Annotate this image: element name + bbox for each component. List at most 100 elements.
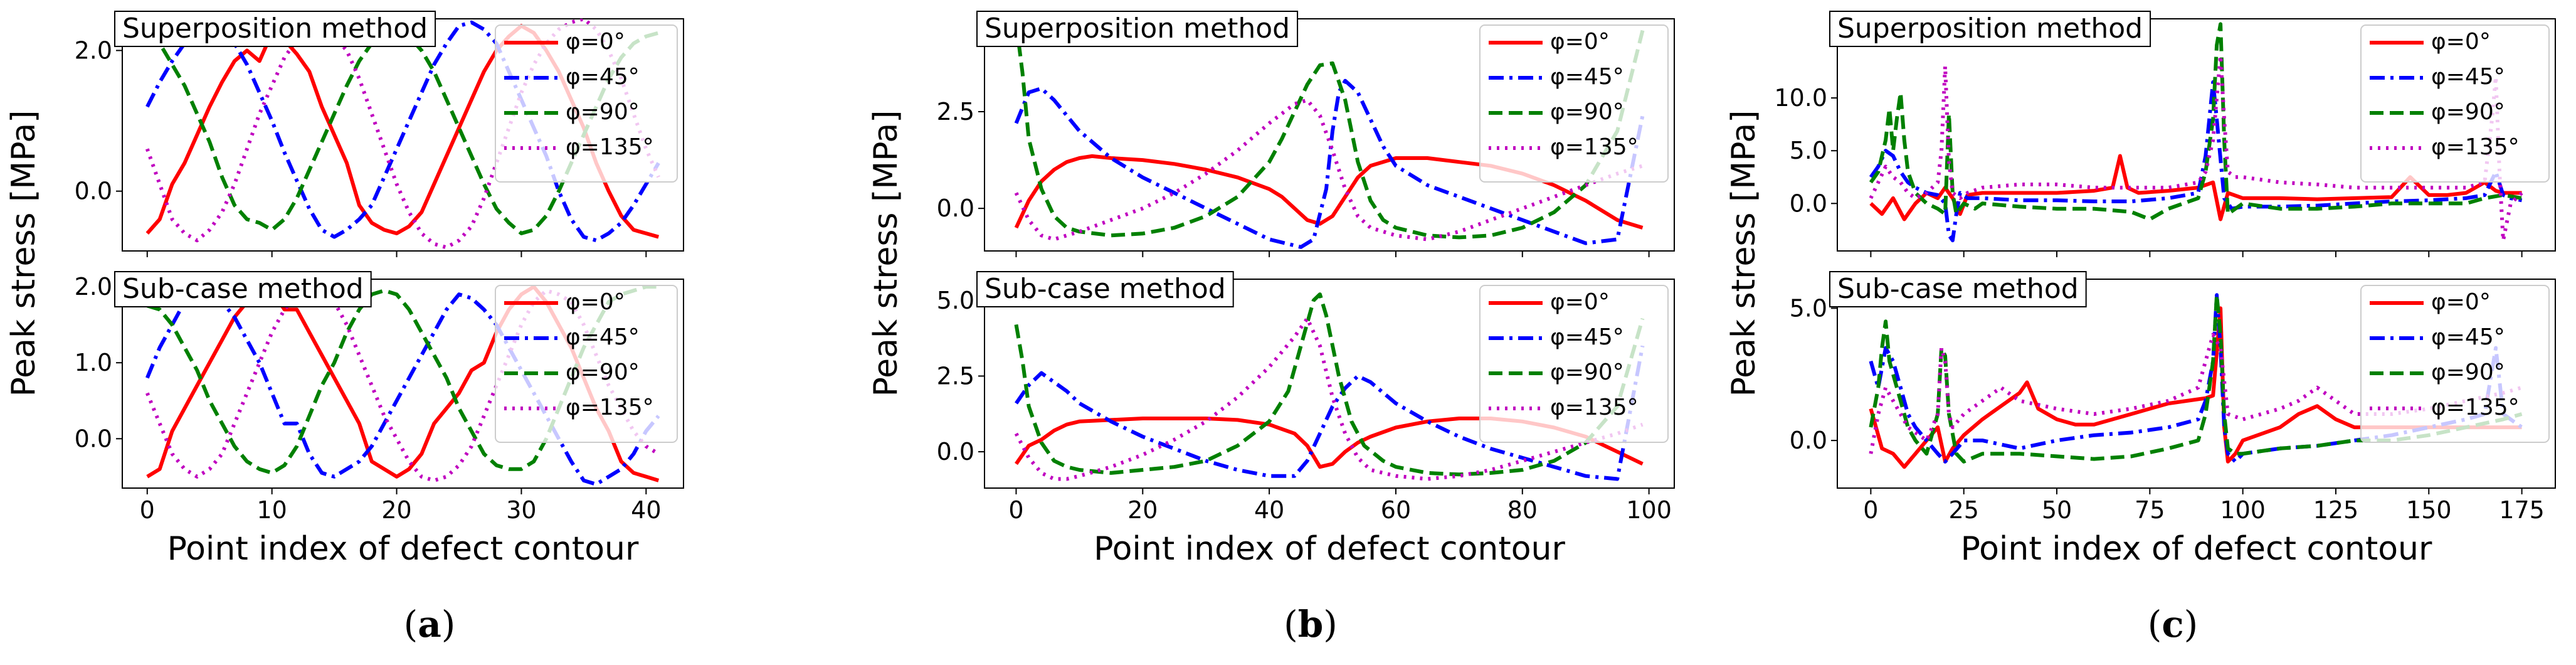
y-tick-label: 2.0 (75, 273, 112, 301)
legend-frame (2360, 285, 2550, 443)
chart-panel-a-top: 0.0 2.0 Superposition method φ=0° φ=45° φ=90°… (5, 11, 684, 396)
x-tick-label: 40 (631, 496, 661, 524)
legend-frame (1479, 285, 1669, 443)
series-line-phi-90 (1869, 293, 2523, 464)
y-tick-label: 0.0 (75, 425, 112, 452)
legend: φ=0° φ=45° φ=90° φ=135° (495, 285, 678, 443)
legend-label: φ=135° (566, 395, 654, 420)
panel-label-letter: a (418, 603, 441, 646)
subplot-title-box (114, 271, 372, 307)
series-line-phi-90 (1869, 22, 2523, 221)
legend: φ=0° φ=45° φ=90° φ=135° (2360, 24, 2550, 183)
x-tick-label: 25 (1949, 496, 1979, 524)
y-tick-label: 0.0 (1790, 189, 1827, 217)
legend-label: φ=45° (2431, 64, 2505, 90)
legend-label: φ=0° (566, 289, 625, 315)
series-line-phi-0 (1869, 154, 2522, 221)
legend-frame (1479, 24, 1669, 183)
x-tick-label: 0 (1863, 496, 1878, 524)
x-axis-label: Point index of defect contour (1961, 530, 2432, 568)
legend: φ=0° φ=45° φ=90° φ=135° (495, 24, 678, 183)
legend-label: φ=0° (2431, 289, 2491, 315)
x-tick-label: 100 (1626, 496, 1672, 524)
series-line-phi-45 (1014, 78, 1645, 249)
x-tick-label: 50 (2042, 496, 2072, 524)
legend: φ=0° φ=45° φ=90° φ=135° (2360, 285, 2550, 443)
legend-label: φ=135° (566, 134, 654, 160)
subplot-title-text: Superposition method (984, 13, 1290, 45)
subplot-title-text: Superposition method (122, 13, 428, 45)
subplot-title-box (114, 11, 436, 47)
subplot-title: Sub-case method (114, 271, 372, 307)
subplot-title-text: Sub-case method (1837, 273, 2079, 305)
legend-label: φ=90° (1550, 359, 1624, 385)
y-tick-label: 0.0 (937, 438, 974, 466)
panel-label-letter: b (1298, 603, 1324, 646)
chart-panel-a-bottom: 0 10 20 30 40 0.0 1.0 2.0 Sub-case method φ=0° φ=4… (75, 271, 684, 568)
legend-label: φ=45° (1550, 64, 1624, 90)
panel-label-c: (c) (2148, 603, 2199, 646)
panel-label-b: (b) (1284, 603, 1338, 646)
legend-label: φ=135° (1550, 395, 1639, 420)
panel-label-letter: c (2162, 603, 2183, 646)
legend: φ=0° φ=45° φ=90° φ=135° (1479, 24, 1669, 183)
legend-label: φ=0° (2431, 29, 2491, 55)
series-line-phi-0 (1869, 306, 2522, 469)
x-tick-label: 175 (2499, 496, 2545, 524)
legend-frame (495, 24, 678, 183)
series-line-phi-135 (1014, 98, 1644, 242)
series-line-phi-45 (1869, 80, 2523, 243)
y-tick-label: 2.5 (937, 362, 974, 390)
legend-label: φ=135° (2431, 395, 2520, 420)
x-tick-label: 20 (381, 496, 411, 524)
y-tick-label: 5.0 (1790, 137, 1827, 164)
subplot-title-box (1829, 271, 2087, 307)
y-tick-label: 1.0 (75, 349, 112, 376)
panel-label-a: (a) (404, 603, 456, 646)
legend-label: φ=0° (1550, 29, 1610, 55)
series-line-phi-135 (145, 289, 660, 482)
legend-label: φ=0° (566, 29, 625, 55)
series-line-phi-135 (1869, 332, 2523, 454)
legend-label: φ=0° (1550, 289, 1610, 315)
x-tick-label: 40 (1254, 496, 1284, 524)
legend-frame (495, 285, 678, 443)
series-line-phi-135 (145, 19, 660, 250)
series-line-phi-90 (1014, 22, 1645, 240)
x-tick-label: 0 (140, 496, 155, 524)
y-tick-label: 2.5 (937, 98, 974, 125)
legend-label: φ=45° (1550, 324, 1624, 350)
chart-panel-c-bottom: 0 25 50 75 100 125 150 175 0.0 5.0 Sub-case method… (1790, 271, 2556, 568)
panel-label-paren: ( (2148, 603, 2162, 646)
series-line-phi-135 (1869, 53, 2523, 243)
legend: φ=0° φ=45° φ=90° φ=135° (1479, 285, 1669, 443)
x-tick-label: 150 (2406, 496, 2452, 524)
subplot-title: Superposition method (114, 11, 436, 47)
legend-label: φ=135° (1550, 134, 1639, 160)
x-tick-label: 30 (506, 496, 536, 524)
y-tick-label: 0.0 (937, 194, 974, 222)
series-line-phi-135 (1014, 316, 1644, 481)
legend-label: φ=90° (1550, 99, 1624, 125)
legend-label: φ=90° (566, 359, 640, 385)
legend-label: φ=45° (566, 64, 640, 90)
legend-label: φ=135° (2431, 134, 2520, 160)
series-line-phi-45 (145, 289, 660, 486)
x-tick-label: 75 (2135, 496, 2165, 524)
series-group (1869, 22, 2523, 243)
x-tick-label: 0 (1008, 496, 1023, 524)
subplot-title-text: Sub-case method (984, 273, 1226, 305)
y-tick-label: 0.0 (75, 178, 112, 205)
panel-label-paren: ) (2184, 603, 2199, 646)
legend-label: φ=45° (2431, 324, 2505, 350)
legend-label: φ=45° (566, 324, 640, 350)
subplot-title-text: Superposition method (1837, 13, 2143, 45)
y-axis-label: Peak stress [MPa] (5, 110, 43, 397)
x-axis-label: Point index of defect contour (1094, 530, 1565, 568)
subplot-title: Sub-case method (1829, 271, 2087, 307)
x-tick-label: 80 (1507, 496, 1538, 524)
y-axis-label: Peak stress [MPa] (1725, 110, 1763, 397)
x-tick-label: 10 (256, 496, 287, 524)
